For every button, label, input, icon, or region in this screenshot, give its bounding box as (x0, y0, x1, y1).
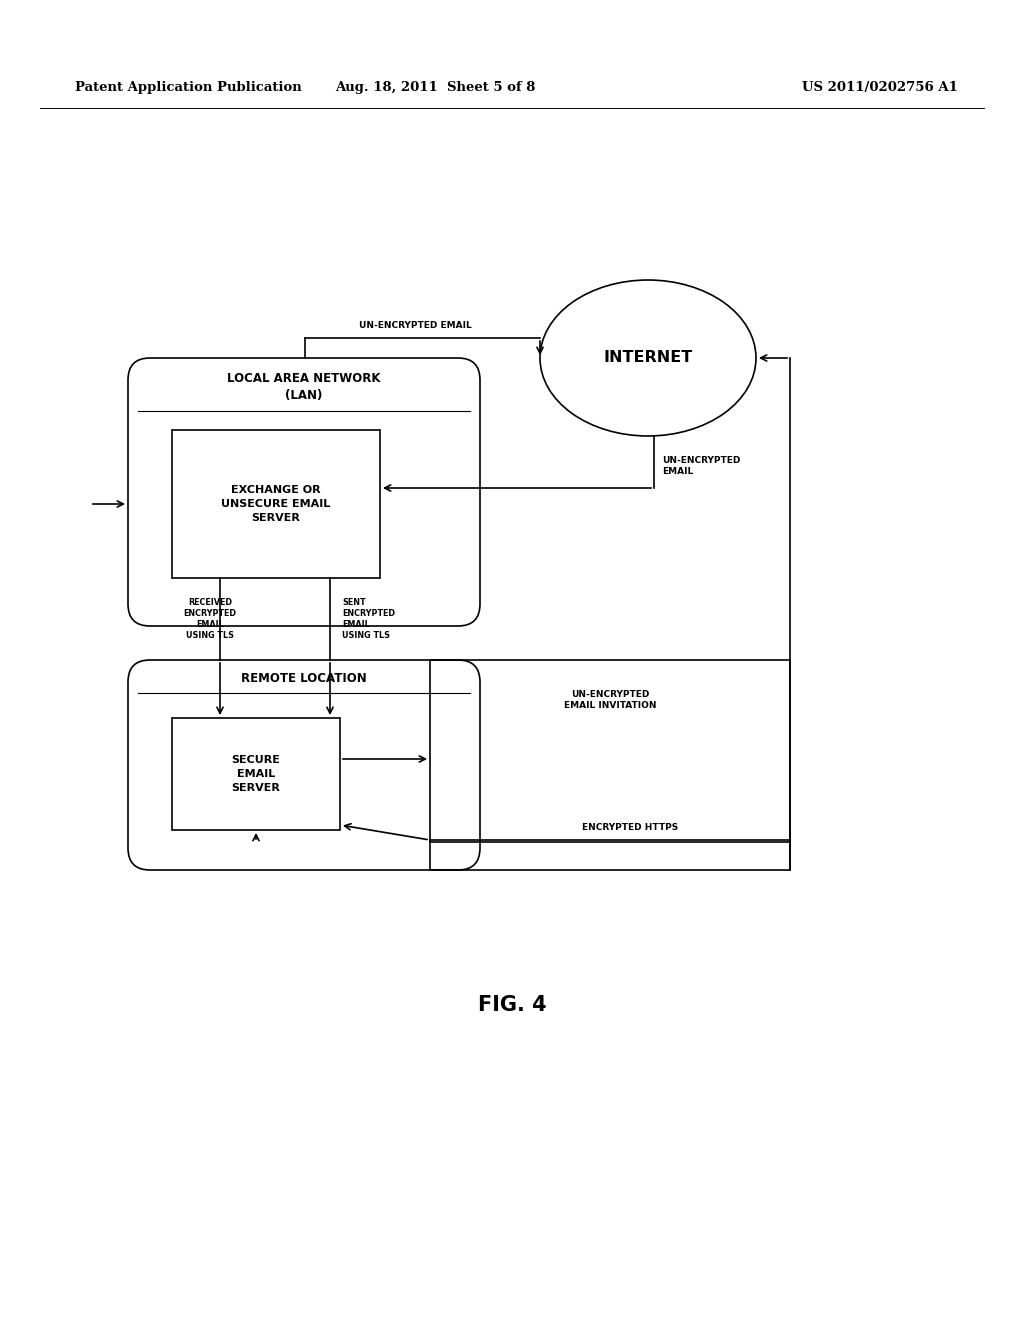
Text: Patent Application Publication: Patent Application Publication (75, 82, 302, 95)
Text: SENT
ENCRYPTED
EMAIL
USING TLS: SENT ENCRYPTED EMAIL USING TLS (342, 598, 395, 640)
Text: US 2011/0202756 A1: US 2011/0202756 A1 (802, 82, 958, 95)
Text: UN-ENCRYPTED
EMAIL INVITATION: UN-ENCRYPTED EMAIL INVITATION (564, 689, 656, 710)
Text: LOCAL AREA NETWORK: LOCAL AREA NETWORK (227, 371, 381, 384)
Text: UN-ENCRYPTED EMAIL: UN-ENCRYPTED EMAIL (358, 321, 471, 330)
Text: FIG. 4: FIG. 4 (477, 995, 547, 1015)
Text: UN-ENCRYPTED
EMAIL: UN-ENCRYPTED EMAIL (662, 455, 740, 477)
Text: INTERNET: INTERNET (603, 351, 692, 366)
Text: ENCRYPTED HTTPS: ENCRYPTED HTTPS (582, 822, 678, 832)
Text: (LAN): (LAN) (286, 389, 323, 403)
Text: RECEIVED
ENCRYPTED
EMAIL
USING TLS: RECEIVED ENCRYPTED EMAIL USING TLS (183, 598, 237, 640)
Text: EXCHANGE OR
UNSECURE EMAIL
SERVER: EXCHANGE OR UNSECURE EMAIL SERVER (221, 484, 331, 524)
Text: REMOTE LOCATION: REMOTE LOCATION (241, 672, 367, 685)
Text: SECURE
EMAIL
SERVER: SECURE EMAIL SERVER (231, 755, 281, 793)
Text: Aug. 18, 2011  Sheet 5 of 8: Aug. 18, 2011 Sheet 5 of 8 (335, 82, 536, 95)
